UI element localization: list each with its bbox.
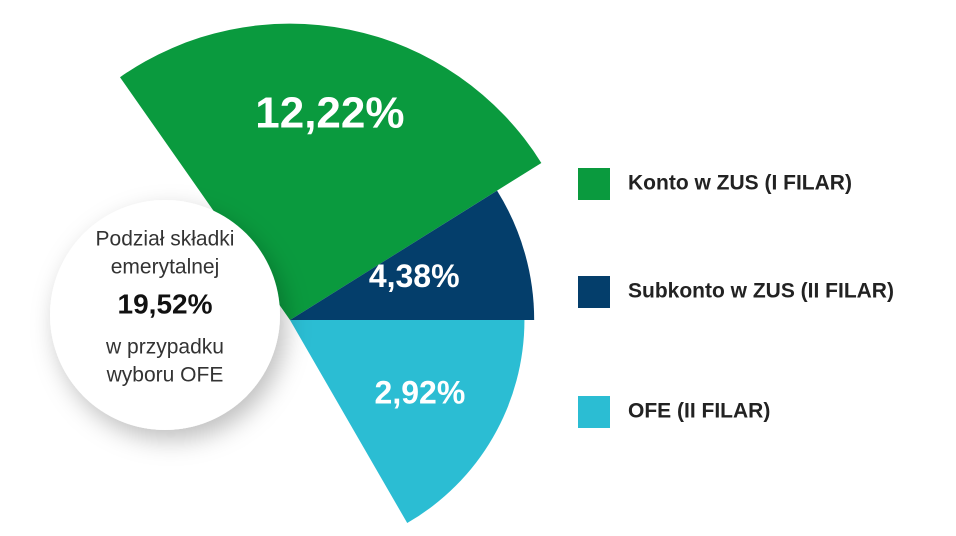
legend-label: OFE (II FILAR) — [628, 400, 770, 423]
value-label: 12,22% — [255, 89, 404, 138]
legend-label: Subkonto w ZUS (II FILAR) — [628, 280, 894, 303]
legend-swatch — [578, 276, 610, 308]
value-label: 4,38% — [369, 258, 460, 294]
center-total: 19,52% — [118, 288, 213, 319]
fan — [120, 23, 542, 524]
legend-label: Konto w ZUS (I FILAR) — [628, 172, 852, 195]
legend-swatch — [578, 168, 610, 200]
center-text: Podział składki — [96, 228, 235, 251]
fan-segment — [290, 320, 525, 524]
center-circle — [50, 200, 280, 430]
fan-segment — [290, 190, 535, 320]
value-label: 2,92% — [375, 374, 466, 410]
fan-segment — [120, 23, 542, 320]
center-text: emerytalnej — [111, 256, 220, 279]
legend-swatch — [578, 396, 610, 428]
center-note: wyboru OFE — [106, 364, 224, 387]
center-note: w przypadku — [105, 336, 224, 359]
